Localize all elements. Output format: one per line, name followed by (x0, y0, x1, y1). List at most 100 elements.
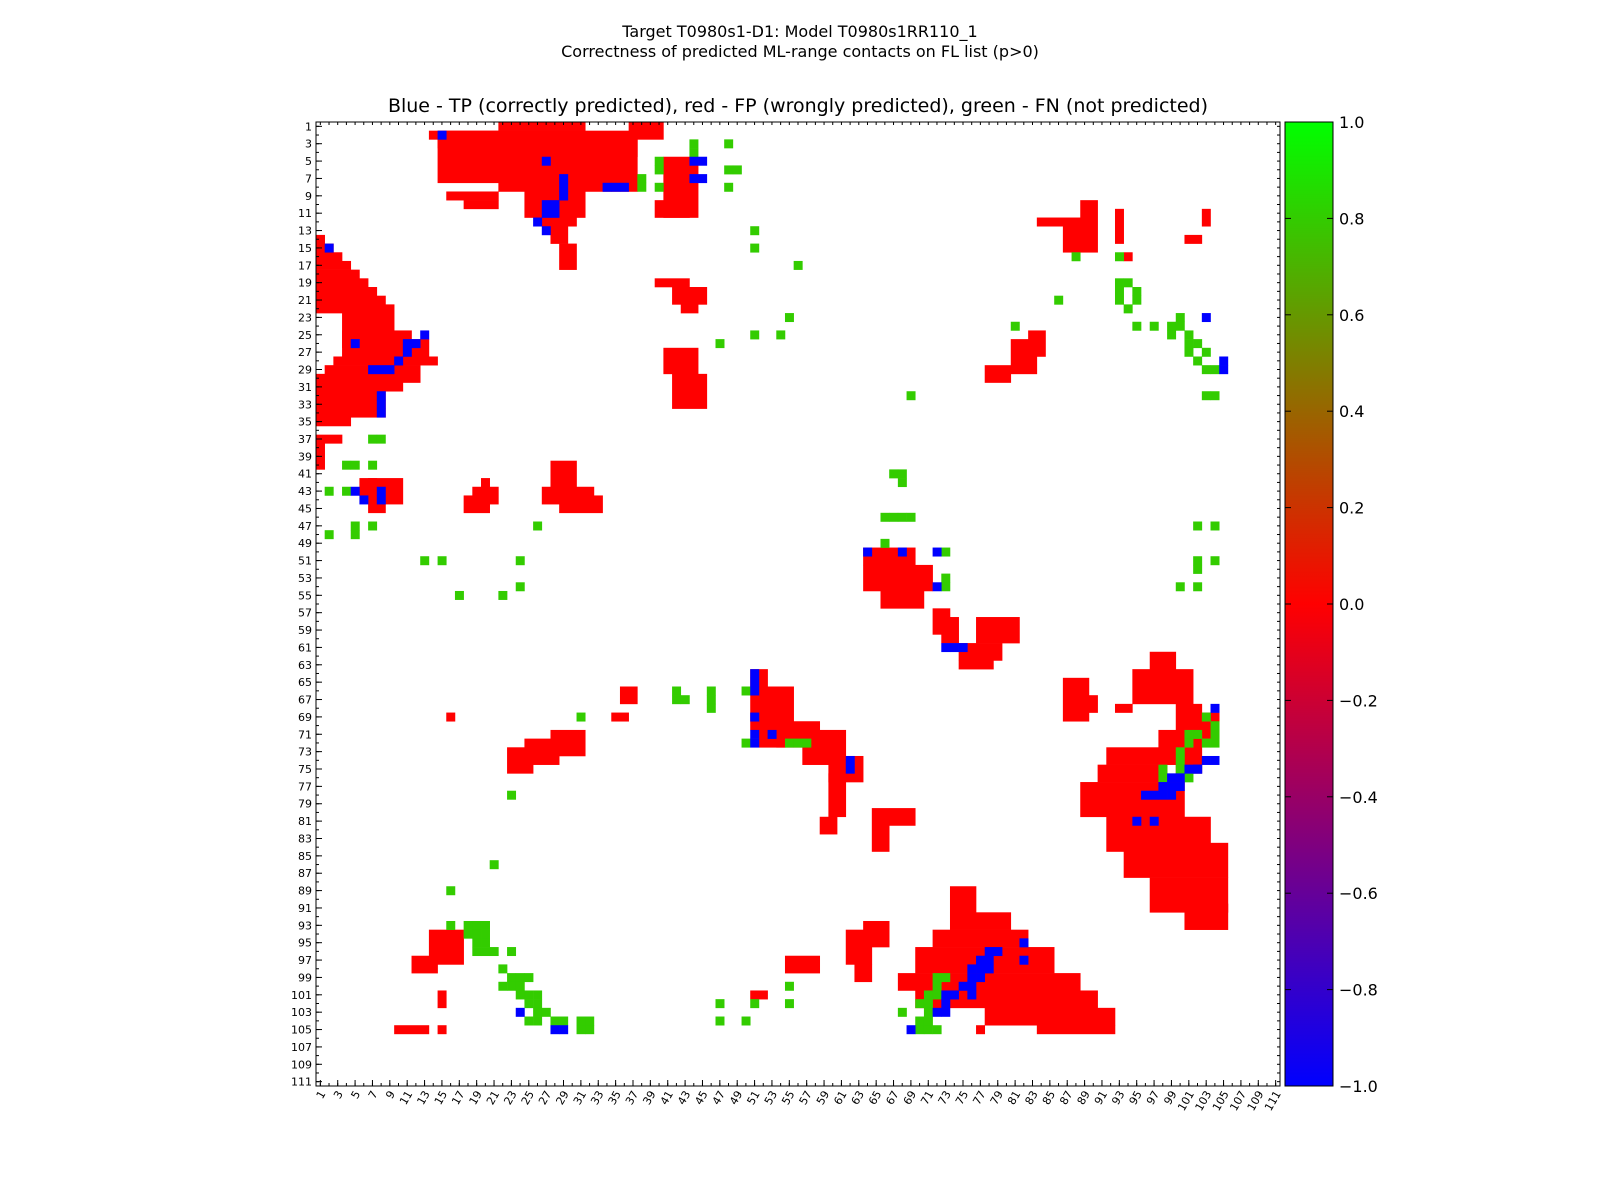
y-tick-label: 95 (298, 937, 312, 950)
y-tick-label: 71 (298, 728, 312, 741)
x-tick-label: 97 (1144, 1089, 1162, 1108)
fn-contact (576, 1016, 586, 1026)
fn-contact (515, 990, 525, 1000)
fn-contact (1167, 321, 1177, 331)
y-tick-label: 45 (298, 502, 312, 515)
fp-contact (654, 278, 690, 288)
fn-contact (533, 1007, 543, 1017)
tp-contact (533, 217, 543, 227)
fp-contact (446, 191, 499, 201)
fp-contact (1123, 252, 1133, 262)
fp-contact (428, 130, 499, 140)
colorbar-tick-label: 0.4 (1339, 402, 1364, 421)
fp-contact (316, 373, 404, 392)
fn-contact (1114, 278, 1124, 288)
fn-contact (489, 947, 499, 957)
fn-contact (550, 1016, 560, 1026)
tp-contact (750, 738, 760, 748)
y-tick-label: 89 (298, 885, 312, 898)
fp-contact (316, 434, 343, 444)
fn-contact (481, 920, 490, 930)
x-tick-label: 31 (571, 1089, 589, 1108)
fn-contact (923, 1016, 933, 1026)
x-tick-label: 15 (432, 1089, 450, 1108)
fn-contact (941, 573, 951, 583)
fp-contact (976, 1025, 986, 1035)
y-tick-label: 61 (298, 641, 312, 654)
figure-suptitle-line2: Correctness of predicted ML-range contac… (561, 42, 1039, 61)
x-tick-label: 5 (349, 1089, 364, 1102)
fn-contact (515, 582, 525, 592)
tp-contact (689, 174, 699, 184)
fn-contact (368, 521, 378, 531)
fp-contact (958, 643, 1003, 661)
fn-contact (446, 886, 456, 896)
x-tick-label: 29 (553, 1089, 571, 1108)
y-tick-label: 11 (298, 207, 312, 220)
x-tick-label: 39 (640, 1089, 658, 1108)
fn-contact (576, 712, 586, 722)
y-tick-label: 107 (291, 1041, 312, 1054)
fn-contact (689, 139, 699, 149)
x-tick-label: 81 (1005, 1089, 1023, 1108)
fn-contact (932, 981, 942, 991)
fn-contact (350, 530, 360, 540)
x-tick-label: 93 (1109, 1089, 1127, 1108)
fn-contact (524, 973, 534, 983)
y-tick-label: 93 (298, 919, 312, 932)
fn-contact (784, 313, 794, 323)
tp-contact (993, 947, 1003, 957)
y-tick-label: 35 (298, 416, 312, 429)
fn-contact (1184, 347, 1194, 357)
fn-contact (1201, 712, 1211, 722)
x-tick-label: 99 (1161, 1089, 1179, 1108)
axis-ticks: 1357911131517192123252729313335373941434… (291, 120, 1284, 1113)
fn-contact (750, 330, 760, 340)
x-tick-label: 43 (675, 1089, 693, 1108)
tp-contact (897, 547, 907, 557)
fp-contact (680, 295, 699, 314)
fn-contact (1193, 339, 1203, 349)
tp-contact (1158, 790, 1168, 800)
x-tick-label: 37 (623, 1089, 641, 1108)
fn-contact (1184, 773, 1194, 783)
fp-contact (1036, 1025, 1116, 1035)
fn-contact (1193, 729, 1203, 739)
fn-contact (1175, 321, 1185, 331)
tp-contact (376, 408, 386, 418)
tp-contact (967, 964, 977, 974)
fp-contact (871, 808, 890, 852)
x-tick-label: 71 (918, 1089, 936, 1108)
fn-contact (750, 226, 760, 236)
fn-contact (1123, 278, 1133, 288)
fn-contact (533, 999, 543, 1009)
fn-contact (1184, 729, 1194, 739)
x-tick-label: 11 (397, 1089, 415, 1108)
tp-contact (1210, 755, 1220, 765)
tp-contact (541, 200, 551, 210)
colorbar-tick-label: 1.0 (1339, 113, 1364, 132)
y-tick-label: 85 (298, 850, 312, 863)
fn-contact (350, 521, 360, 531)
y-tick-label: 83 (298, 832, 312, 845)
fp-contact (784, 955, 821, 974)
x-tick-label: 63 (849, 1089, 867, 1108)
fn-contact (533, 990, 543, 1000)
y-tick-label: 7 (305, 172, 312, 185)
fp-contact (437, 990, 447, 1009)
tp-contact (941, 999, 951, 1009)
fn-contact (793, 260, 803, 270)
y-tick-label: 81 (298, 815, 312, 828)
fp-contact (446, 148, 525, 158)
x-tick-label: 59 (814, 1089, 832, 1108)
tp-contact (394, 356, 404, 366)
fn-contact (1193, 556, 1203, 566)
fn-contact (923, 999, 933, 1009)
y-tick-label: 39 (298, 450, 312, 463)
x-tick-label: 41 (658, 1089, 676, 1108)
x-tick-label: 83 (1022, 1089, 1040, 1108)
fn-contact (906, 391, 916, 401)
x-tick-label: 79 (988, 1089, 1006, 1108)
fn-contact (472, 938, 482, 948)
y-tick-label: 69 (298, 711, 312, 724)
